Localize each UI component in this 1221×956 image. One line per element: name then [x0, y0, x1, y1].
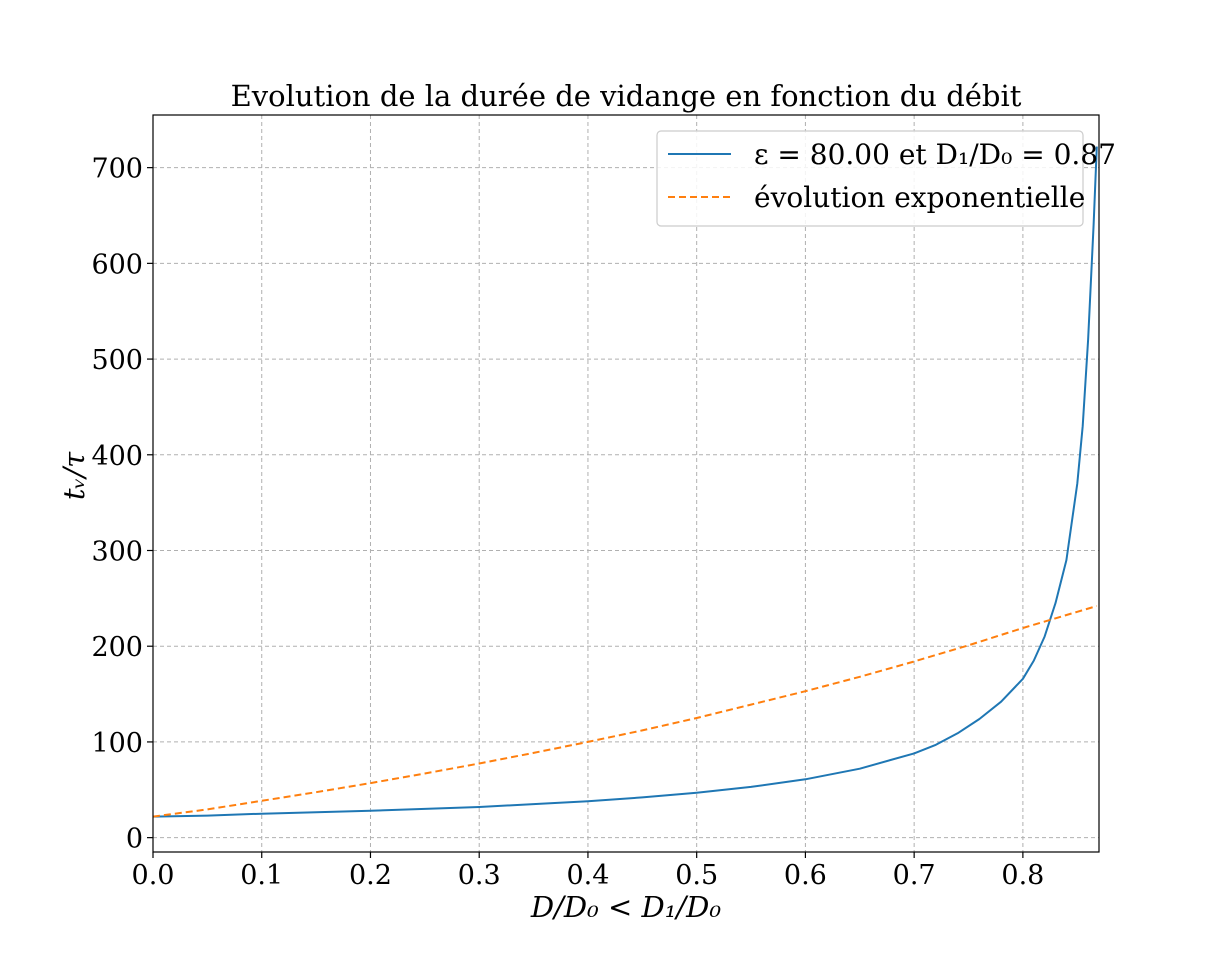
- legend-label-exponential: évolution exponentielle: [754, 181, 1085, 214]
- y-tick-label-2: 200: [91, 632, 143, 663]
- x-tick-label-3: 0.3: [458, 860, 501, 891]
- chart-title: Evolution de la durée de vidange en fonc…: [231, 79, 1022, 113]
- x-tick-label-2: 0.2: [349, 860, 392, 891]
- plot-frame: [152, 114, 1100, 853]
- x-tick-label-8: 0.8: [1001, 860, 1044, 891]
- y-tick-label-0: 0: [126, 824, 143, 855]
- y-tick-label-7: 700: [91, 154, 143, 185]
- x-tick-label-1: 0.1: [240, 860, 283, 891]
- y-tick-label-3: 300: [91, 537, 143, 568]
- x-axis-label: D/D₀ < D₁/D₀: [530, 890, 722, 924]
- x-tick-label-7: 0.7: [893, 860, 936, 891]
- x-tick-label-4: 0.4: [566, 860, 609, 891]
- y-tick-label-6: 600: [91, 249, 143, 280]
- y-tick-label-1: 100: [91, 728, 143, 759]
- series-line-exponential: [152, 605, 1098, 818]
- y-axis-label: tᵥ/τ: [57, 451, 91, 500]
- series-line-main: [152, 146, 1098, 818]
- plot-series: [152, 146, 1098, 818]
- y-tick-label-5: 500: [91, 345, 143, 376]
- y-tick-label-4: 400: [91, 441, 143, 472]
- legend: ε = 80.00 et D₁/D₀ = 0.87 évolution expo…: [656, 130, 1116, 227]
- legend-label-main: ε = 80.00 et D₁/D₀ = 0.87: [754, 138, 1116, 171]
- axis-ticks: 0.0 0.1 0.2 0.3 0.4 0.5 0.6 0.7 0.8 0 100 200 300 400…: [91, 154, 1044, 891]
- x-tick-label-6: 0.6: [784, 860, 827, 891]
- legend-box: [656, 130, 1084, 227]
- x-tick-label-0: 0.0: [132, 860, 175, 891]
- x-tick-label-5: 0.5: [675, 860, 718, 891]
